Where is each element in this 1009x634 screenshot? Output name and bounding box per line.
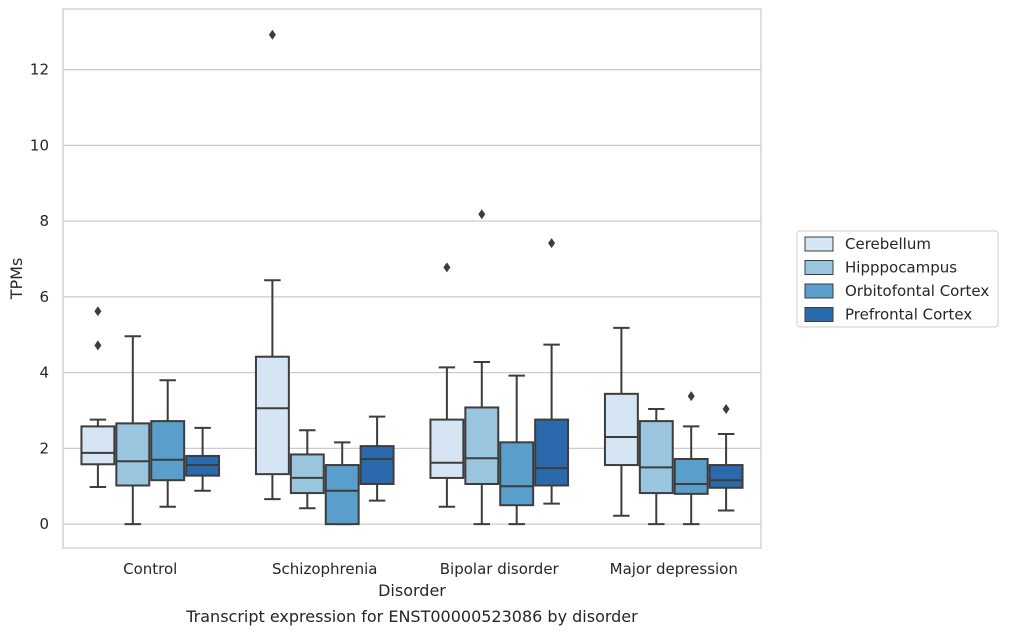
x-axis-ticks: Control Schizophrenia Bipolar disorder Majo… xyxy=(123,560,738,578)
iqr-box xyxy=(534,418,570,487)
iqr-box xyxy=(80,425,116,466)
iqr-box xyxy=(638,420,674,495)
box-3-2 xyxy=(673,391,709,526)
iqr-box xyxy=(603,392,639,467)
outlier-point xyxy=(478,209,486,220)
iqr-box xyxy=(464,406,500,485)
box-1-0 xyxy=(254,29,290,501)
iqr-box xyxy=(708,464,744,489)
iqr-box xyxy=(499,441,535,507)
y-axis-label: TPMs xyxy=(7,258,26,301)
x-tick-label: Schizophrenia xyxy=(272,560,377,578)
x-tick-label: Control xyxy=(123,560,177,578)
y-tick-label: 8 xyxy=(39,212,49,230)
box-2-2 xyxy=(499,374,535,526)
box-3-1 xyxy=(638,407,674,526)
outlier-point xyxy=(548,238,556,249)
box-1-1 xyxy=(289,429,325,510)
y-tick-label: 2 xyxy=(39,439,49,457)
y-tick-label: 0 xyxy=(39,515,49,533)
plot-frame xyxy=(62,8,762,549)
iqr-box xyxy=(254,355,290,476)
legend-label: Orbitofontal Cortex xyxy=(845,282,989,300)
outlier-point xyxy=(443,262,451,273)
box-3-3 xyxy=(708,403,744,512)
chart-caption: Transcript expression for ENST0000052308… xyxy=(185,607,638,626)
x-axis-label: Disorder xyxy=(378,581,446,600)
legend-label: Hipppocampus xyxy=(845,259,957,277)
legend-swatch xyxy=(804,283,834,299)
iqr-box xyxy=(359,445,395,485)
y-axis-ticks: 0 2 4 6 8 10 12 xyxy=(30,61,49,534)
iqr-box xyxy=(429,418,465,479)
legend-swatch xyxy=(804,236,834,252)
box-0-0 xyxy=(80,306,116,489)
iqr-box xyxy=(289,453,325,495)
outlier-point xyxy=(722,403,730,414)
x-tick-label: Major depression xyxy=(610,560,738,578)
legend-swatch xyxy=(804,260,834,275)
box-3-0 xyxy=(603,326,639,517)
legend-swatch xyxy=(804,307,834,322)
legend-label: Cerebellum xyxy=(845,235,931,253)
iqr-box xyxy=(673,457,709,495)
y-tick-label: 4 xyxy=(39,364,49,382)
legend-label: Prefrontal Cortex xyxy=(845,306,972,324)
box-0-3 xyxy=(185,426,221,492)
outlier-point xyxy=(94,306,102,317)
iqr-box xyxy=(150,420,186,482)
iqr-box xyxy=(115,422,151,487)
box-1-2 xyxy=(324,441,360,526)
box-2-1 xyxy=(464,209,500,526)
box-0-1 xyxy=(115,335,151,526)
box-1-3 xyxy=(359,415,395,502)
y-tick-label: 10 xyxy=(30,136,49,154)
box-2-3 xyxy=(534,238,570,505)
y-tick-label: 12 xyxy=(30,61,49,79)
outlier-point xyxy=(268,29,276,40)
legend-frame xyxy=(796,230,999,328)
outlier-point xyxy=(94,340,102,351)
box-0-2 xyxy=(150,379,186,508)
y-tick-label: 6 xyxy=(39,288,49,306)
x-tick-label: Bipolar disorder xyxy=(440,560,560,578)
outlier-point xyxy=(687,391,695,402)
iqr-box xyxy=(324,464,360,526)
box-2-0 xyxy=(429,262,465,508)
legend: Cerebellum Hipppocampus Orbitofontal Corte… xyxy=(796,230,999,328)
boxes xyxy=(80,29,744,526)
